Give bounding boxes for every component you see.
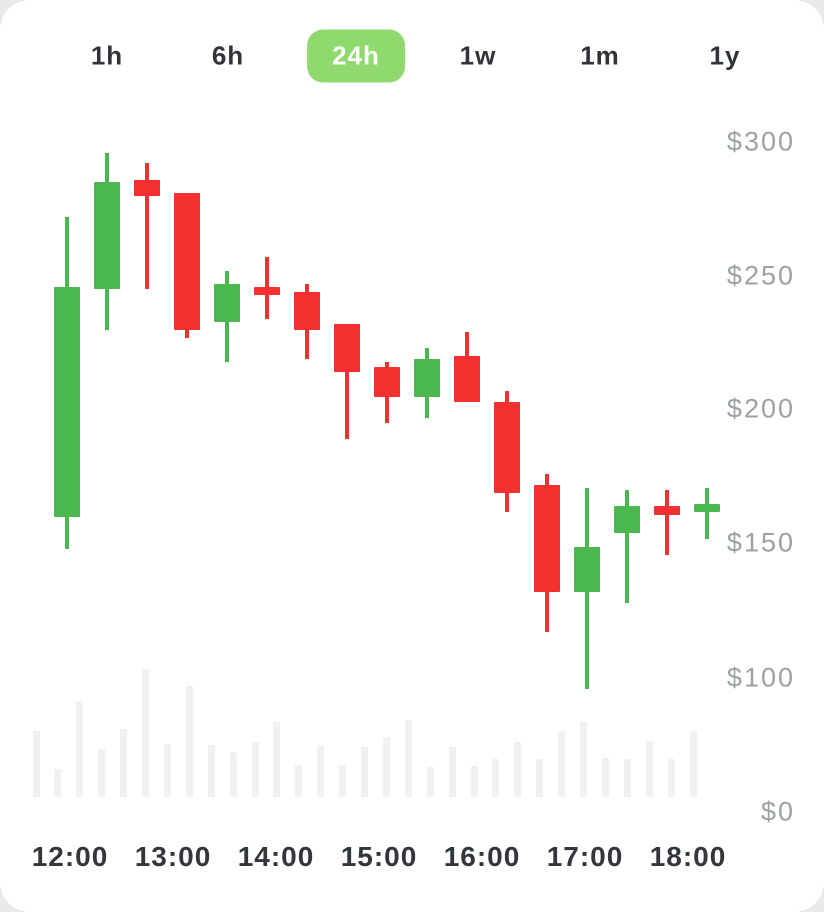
- candle-body-up: [614, 506, 640, 534]
- volume-bar: [32, 731, 40, 797]
- candle-body-up: [414, 359, 440, 397]
- y-axis-label: $200: [726, 393, 795, 424]
- candle-wick: [345, 324, 349, 440]
- candle-wick: [665, 490, 669, 555]
- x-axis-label: 18:00: [649, 841, 727, 872]
- tab-6h[interactable]: 6h: [188, 29, 268, 84]
- candle-body-up: [694, 503, 720, 512]
- candle-wick: [705, 487, 709, 539]
- candle-body-up: [214, 284, 240, 322]
- volume-bar: [273, 722, 281, 797]
- timeframe-tabbar: 1h 6h 24h 1w 1m 1y: [0, 0, 824, 110]
- candle-body-down: [654, 506, 680, 515]
- volume-bar: [382, 737, 390, 797]
- volume-bar: [492, 759, 500, 797]
- candle-wick: [145, 163, 149, 290]
- candle-body-down: [254, 286, 280, 295]
- tab-1y[interactable]: 1y: [686, 29, 765, 84]
- volume-bar: [580, 722, 587, 797]
- volume-bar: [623, 759, 631, 797]
- volume-bar: [558, 731, 566, 797]
- candle-body-up: [574, 546, 600, 593]
- volume-bar: [514, 742, 522, 797]
- x-axis-label: 17:00: [546, 841, 624, 872]
- y-axis-label: $0: [760, 796, 795, 827]
- volume-bar: [163, 744, 171, 797]
- volume-bar: [251, 742, 259, 797]
- candle-body-down: [454, 356, 480, 402]
- volume-bar: [142, 669, 149, 797]
- candle-body-up: [94, 182, 120, 290]
- candle-body-down: [134, 179, 160, 196]
- y-axis-label: $300: [726, 126, 795, 157]
- y-axis-label: $250: [726, 260, 795, 291]
- x-axis-label: 16:00: [443, 841, 521, 872]
- candle-body-up: [54, 286, 80, 518]
- volume-bar: [667, 759, 675, 797]
- tab-1m[interactable]: 1m: [556, 29, 644, 84]
- volume-bar: [361, 747, 368, 797]
- volume-bar: [404, 720, 412, 797]
- candle-body-down: [174, 192, 200, 330]
- volume-bar: [229, 752, 237, 797]
- volume-bar: [339, 765, 347, 797]
- x-axis-label: 13:00: [134, 841, 212, 872]
- candle-body-down: [294, 292, 320, 330]
- x-axis-label: 14:00: [237, 841, 315, 872]
- volume-bar: [207, 745, 215, 797]
- volume-bar: [448, 747, 456, 797]
- volume-bar: [426, 767, 434, 797]
- volume-bar: [76, 701, 84, 797]
- volume-bar: [536, 759, 544, 797]
- tab-1h[interactable]: 1h: [67, 29, 147, 84]
- candle-body-down: [534, 485, 560, 593]
- volume-bar: [470, 766, 478, 797]
- volume-bar: [295, 765, 303, 797]
- volume-bar: [98, 749, 106, 797]
- volume-bar: [645, 741, 653, 797]
- volume-bar: [120, 729, 128, 797]
- volume-bar: [54, 769, 62, 797]
- volume-bar: [601, 758, 609, 797]
- tab-1w[interactable]: 1w: [436, 29, 521, 84]
- x-axis-label: 15:00: [340, 841, 418, 872]
- y-axis-label: $150: [726, 527, 795, 558]
- volume-bar: [689, 731, 697, 797]
- candle-body-down: [374, 367, 400, 397]
- volume-bar: [185, 686, 193, 797]
- tab-24h[interactable]: 24h: [307, 29, 405, 83]
- x-axis-label: 12:00: [31, 841, 109, 872]
- candle-wick: [625, 490, 629, 603]
- volume-bar: [317, 745, 325, 797]
- y-axis-label: $100: [726, 662, 795, 693]
- candle-body-down: [334, 324, 360, 373]
- candle-body-down: [494, 401, 520, 494]
